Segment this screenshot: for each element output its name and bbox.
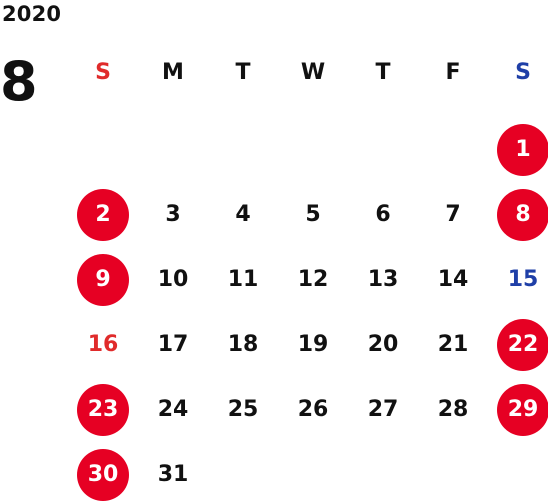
- calendar-day[interactable]: 4: [208, 185, 278, 245]
- calendar-day[interactable]: 8: [488, 185, 548, 245]
- day-number: 31: [157, 462, 189, 487]
- weekday-thu: T: [375, 60, 391, 85]
- calendar-day[interactable]: 13: [348, 250, 418, 310]
- day-number: 21: [437, 332, 469, 357]
- day-number: 3: [165, 202, 181, 227]
- day-number: 17: [157, 332, 189, 357]
- day-number: 8: [497, 189, 548, 241]
- weekday-sun: S: [95, 60, 111, 85]
- calendar-grid: S M T W T F S 1 2 3 4 5 6 7 8 9 10 11 12…: [68, 52, 548, 502]
- calendar-day[interactable]: 26: [278, 380, 348, 440]
- weekday-mon: M: [162, 60, 184, 85]
- day-number: 10: [157, 267, 189, 292]
- day-number: 29: [497, 384, 548, 436]
- calendar-day[interactable]: 31: [138, 445, 208, 503]
- calendar-weeks: 1 2 3 4 5 6 7 8 9 10 11 12 13 14 15 16 1…: [68, 120, 548, 503]
- calendar-day[interactable]: 14: [418, 250, 488, 310]
- calendar-day[interactable]: 3: [138, 185, 208, 245]
- calendar-year: 2020: [2, 2, 62, 26]
- day-number: 20: [367, 332, 399, 357]
- day-number: 2: [77, 189, 129, 241]
- weekday-sat: S: [515, 60, 531, 85]
- weekday-fri: F: [445, 60, 461, 85]
- calendar-month: 8: [0, 50, 38, 113]
- day-number: 24: [157, 397, 189, 422]
- calendar-day[interactable]: 2: [68, 185, 138, 245]
- day-number: 7: [445, 202, 461, 227]
- day-number: 1: [497, 124, 548, 176]
- day-number: 19: [297, 332, 329, 357]
- calendar-day[interactable]: 19: [278, 315, 348, 375]
- calendar-day[interactable]: 17: [138, 315, 208, 375]
- calendar-day[interactable]: 28: [418, 380, 488, 440]
- calendar-day[interactable]: 15: [488, 250, 548, 310]
- calendar-day[interactable]: 16: [68, 315, 138, 375]
- day-number: 25: [227, 397, 259, 422]
- calendar-day[interactable]: 29: [488, 380, 548, 440]
- calendar-day[interactable]: 11: [208, 250, 278, 310]
- day-number: 27: [367, 397, 399, 422]
- calendar-day[interactable]: 12: [278, 250, 348, 310]
- calendar-day[interactable]: 18: [208, 315, 278, 375]
- day-number: 15: [507, 267, 539, 292]
- day-number: 6: [375, 202, 391, 227]
- calendar-day[interactable]: 7: [418, 185, 488, 245]
- calendar-day[interactable]: 20: [348, 315, 418, 375]
- calendar-day[interactable]: 1: [488, 120, 548, 180]
- day-number: 4: [235, 202, 251, 227]
- calendar-day[interactable]: 22: [488, 315, 548, 375]
- day-number: 14: [437, 267, 469, 292]
- calendar-day[interactable]: 9: [68, 250, 138, 310]
- day-number: 23: [77, 384, 129, 436]
- day-number: 12: [297, 267, 329, 292]
- weekday-wed: W: [300, 60, 326, 85]
- day-number: 16: [87, 332, 119, 357]
- calendar-day[interactable]: 5: [278, 185, 348, 245]
- calendar-day[interactable]: 6: [348, 185, 418, 245]
- calendar-day[interactable]: 10: [138, 250, 208, 310]
- day-number: 28: [437, 397, 469, 422]
- day-number: 22: [497, 319, 548, 371]
- day-number: 11: [227, 267, 259, 292]
- day-number: 13: [367, 267, 399, 292]
- day-number: 26: [297, 397, 329, 422]
- day-number: 5: [305, 202, 321, 227]
- day-number: 9: [77, 254, 129, 306]
- day-number: 30: [77, 449, 129, 501]
- weekday-tue: T: [235, 60, 251, 85]
- calendar-day[interactable]: 24: [138, 380, 208, 440]
- calendar-day[interactable]: 27: [348, 380, 418, 440]
- weekday-header-row: S M T W T F S: [68, 52, 548, 110]
- calendar-day[interactable]: 21: [418, 315, 488, 375]
- calendar-day[interactable]: 23: [68, 380, 138, 440]
- day-number: 18: [227, 332, 259, 357]
- calendar-day[interactable]: 30: [68, 445, 138, 503]
- calendar-day[interactable]: 25: [208, 380, 278, 440]
